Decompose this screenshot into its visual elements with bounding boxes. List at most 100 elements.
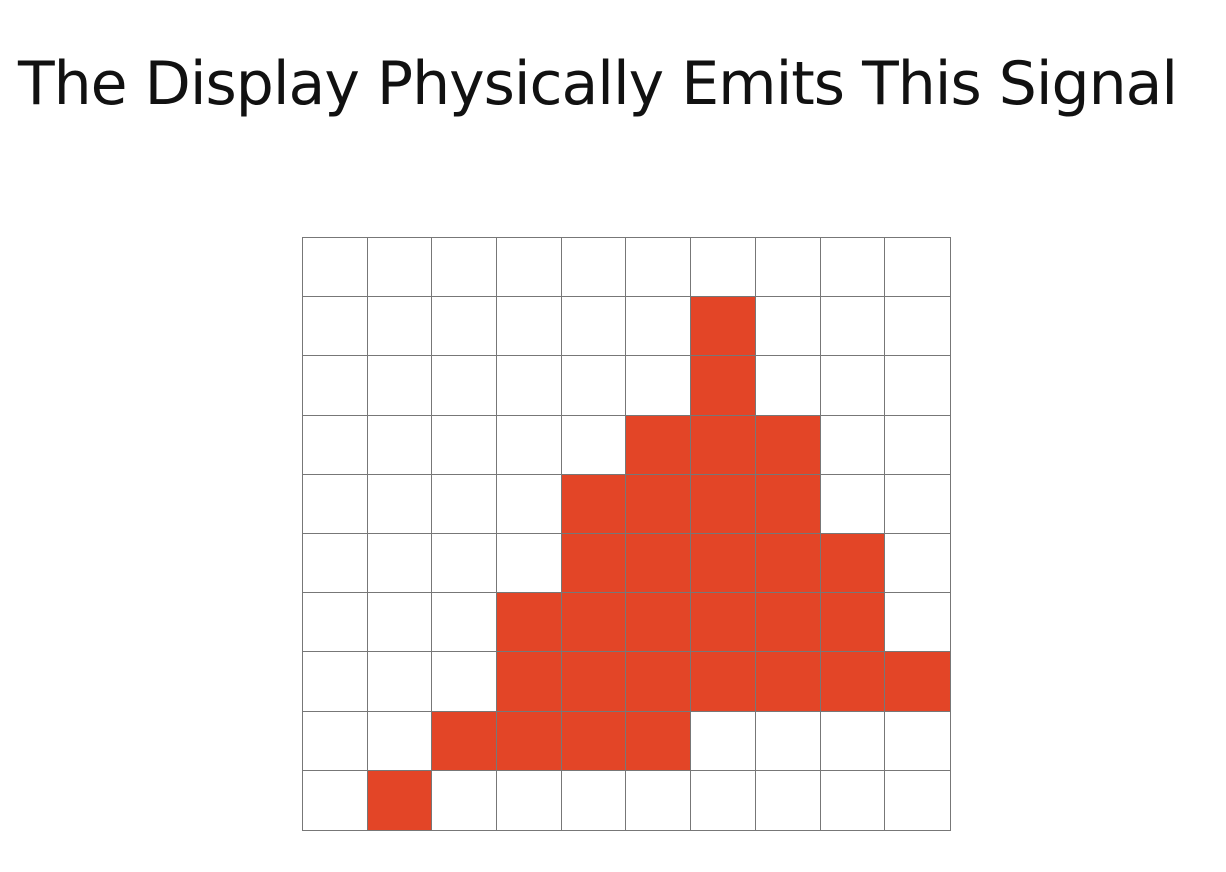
unlit-pixel-cell [885, 474, 950, 534]
unlit-pixel-cell [497, 415, 562, 475]
lit-pixel-cell [885, 652, 950, 712]
lit-pixel-cell [691, 356, 756, 416]
lit-pixel-cell [367, 770, 433, 830]
unlit-pixel-cell [432, 474, 498, 534]
unlit-pixel-cell [367, 593, 433, 653]
unlit-pixel-cell [561, 356, 627, 416]
lit-pixel-cell [691, 297, 756, 357]
unlit-pixel-cell [497, 534, 562, 594]
unlit-pixel-cell [303, 356, 368, 416]
unlit-pixel-cell [885, 415, 950, 475]
unlit-pixel-cell [820, 711, 886, 771]
unlit-pixel-cell [820, 356, 886, 416]
lit-pixel-cell [691, 652, 756, 712]
unlit-pixel-cell [820, 238, 886, 298]
unlit-pixel-cell [432, 238, 498, 298]
unlit-pixel-cell [497, 356, 562, 416]
unlit-pixel-cell [885, 297, 950, 357]
pixel-grid [302, 237, 951, 831]
unlit-pixel-cell [691, 238, 756, 298]
unlit-pixel-cell [561, 415, 627, 475]
unlit-pixel-cell [755, 297, 821, 357]
unlit-pixel-cell [561, 238, 627, 298]
unlit-pixel-cell [367, 534, 433, 594]
lit-pixel-cell [561, 652, 627, 712]
unlit-pixel-cell [820, 297, 886, 357]
lit-pixel-cell [561, 711, 627, 771]
unlit-pixel-cell [885, 593, 950, 653]
unlit-pixel-cell [367, 652, 433, 712]
unlit-pixel-cell [432, 652, 498, 712]
unlit-pixel-cell [367, 415, 433, 475]
unlit-pixel-cell [497, 770, 562, 830]
unlit-pixel-cell [497, 238, 562, 298]
unlit-pixel-cell [820, 770, 886, 830]
unlit-pixel-cell [303, 534, 368, 594]
unlit-pixel-cell [885, 770, 950, 830]
unlit-pixel-cell [755, 711, 821, 771]
lit-pixel-cell [820, 652, 886, 712]
unlit-pixel-cell [626, 770, 692, 830]
lit-pixel-cell [820, 534, 886, 594]
lit-pixel-cell [561, 534, 627, 594]
lit-pixel-cell [432, 711, 498, 771]
lit-pixel-cell [626, 711, 692, 771]
lit-pixel-cell [755, 652, 821, 712]
lit-pixel-cell [755, 474, 821, 534]
lit-pixel-cell [691, 593, 756, 653]
unlit-pixel-cell [303, 711, 368, 771]
lit-pixel-cell [626, 593, 692, 653]
unlit-pixel-cell [432, 770, 498, 830]
unlit-pixel-cell [367, 297, 433, 357]
unlit-pixel-cell [626, 297, 692, 357]
lit-pixel-cell [497, 652, 562, 712]
lit-pixel-cell [755, 415, 821, 475]
unlit-pixel-cell [497, 474, 562, 534]
unlit-pixel-cell [626, 356, 692, 416]
slide-title: The Display Physically Emits This Signal [18, 49, 1178, 119]
unlit-pixel-cell [303, 652, 368, 712]
unlit-pixel-cell [885, 711, 950, 771]
unlit-pixel-cell [303, 238, 368, 298]
lit-pixel-cell [561, 593, 627, 653]
lit-pixel-cell [626, 534, 692, 594]
lit-pixel-cell [691, 415, 756, 475]
unlit-pixel-cell [626, 238, 692, 298]
lit-pixel-cell [497, 711, 562, 771]
unlit-pixel-cell [367, 356, 433, 416]
lit-pixel-cell [755, 534, 821, 594]
unlit-pixel-cell [755, 238, 821, 298]
unlit-pixel-cell [432, 356, 498, 416]
lit-pixel-cell [820, 593, 886, 653]
unlit-pixel-cell [303, 593, 368, 653]
unlit-pixel-cell [820, 474, 886, 534]
lit-pixel-cell [691, 534, 756, 594]
unlit-pixel-cell [885, 534, 950, 594]
unlit-pixel-cell [367, 238, 433, 298]
unlit-pixel-cell [432, 415, 498, 475]
unlit-pixel-cell [432, 297, 498, 357]
unlit-pixel-cell [303, 297, 368, 357]
unlit-pixel-cell [885, 238, 950, 298]
unlit-pixel-cell [561, 770, 627, 830]
unlit-pixel-cell [367, 711, 433, 771]
unlit-pixel-cell [432, 534, 498, 594]
unlit-pixel-cell [691, 711, 756, 771]
unlit-pixel-cell [820, 415, 886, 475]
unlit-pixel-cell [303, 770, 368, 830]
lit-pixel-cell [626, 652, 692, 712]
unlit-pixel-cell [691, 770, 756, 830]
lit-pixel-cell [626, 474, 692, 534]
lit-pixel-cell [626, 415, 692, 475]
unlit-pixel-cell [755, 356, 821, 416]
lit-pixel-cell [497, 593, 562, 653]
unlit-pixel-cell [303, 415, 368, 475]
unlit-pixel-cell [755, 770, 821, 830]
lit-pixel-cell [691, 474, 756, 534]
unlit-pixel-cell [303, 474, 368, 534]
unlit-pixel-cell [367, 474, 433, 534]
unlit-pixel-cell [432, 593, 498, 653]
unlit-pixel-cell [561, 297, 627, 357]
lit-pixel-cell [561, 474, 627, 534]
lit-pixel-cell [755, 593, 821, 653]
